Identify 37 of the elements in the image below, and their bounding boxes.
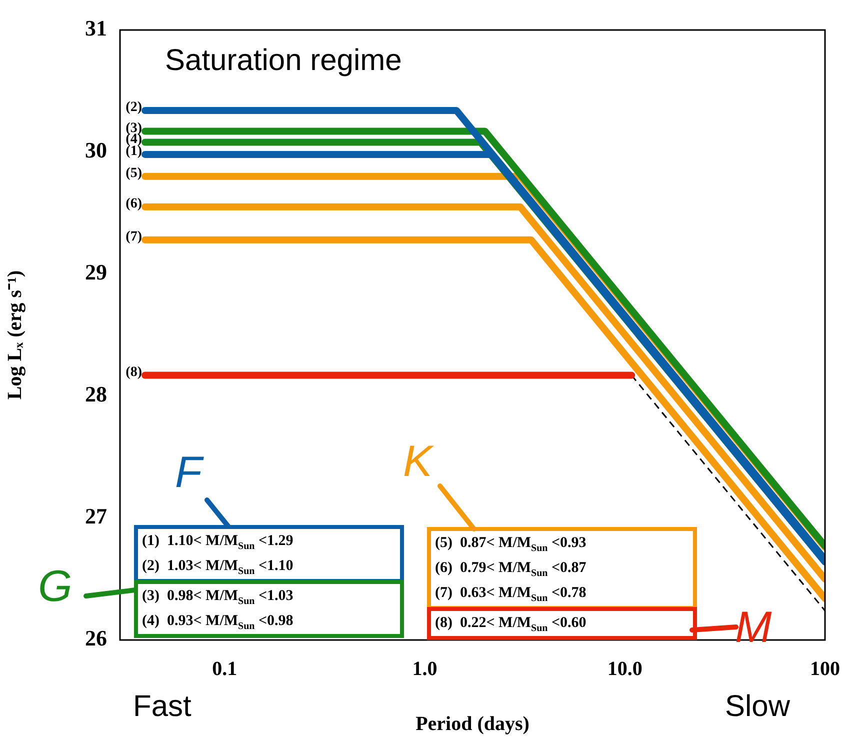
text: Fast (133, 690, 192, 724)
series-label: (2) (126, 100, 142, 116)
annotation: K (403, 437, 432, 487)
y-tick-label: 26 (85, 626, 107, 651)
y-axis-title: Log Lₓ (erg s⁻¹) (4, 270, 26, 400)
y-tick-label: 30 (85, 138, 107, 163)
annotation: (7) 0.63< M/M$_{Sun}$ <0.78 (434, 584, 588, 606)
series-label: (7) (126, 229, 142, 244)
series-label: (1) (126, 144, 142, 160)
series-label: (6) (126, 196, 142, 212)
x-axis-title: Period (days) (416, 713, 530, 736)
annotation: (6) 0.79< M/M$_{Sun}$ <0.87 (434, 559, 588, 581)
text: Slow (725, 690, 790, 724)
annotation: M (735, 603, 772, 653)
annotation: (5) 0.87< M/M$_{Sun}$ <0.93 (434, 534, 588, 556)
annotation: (8) 0.22< M/M$_{Sun}$ <0.60 (434, 614, 588, 636)
annotation: F (175, 448, 202, 498)
x-tick-label: 100 (810, 658, 840, 680)
annotation: (3) 0.98< M/M$_{Sun}$ <1.03 (141, 587, 294, 609)
key-frame: (3) 0.98< M/M$_{Sun}$ <1.03 (4) 0.93< M/M$_{Sun}$ <0.98 (134, 580, 404, 638)
key-frame: (8) 0.22< M/M$_{Sun}$ <0.60 (427, 607, 697, 640)
x-tick-label: 1.0 (412, 658, 438, 680)
series-label: (8) (126, 364, 142, 380)
annotation: Saturation regime (165, 44, 402, 78)
y-tick-label: 31 (85, 16, 107, 41)
x-tick-label: 10.0 (607, 658, 642, 680)
key-frame: (1) 1.10< M/M$_{Sun}$ <1.29 (2) 1.03< M/M$_{Sun}$ <1.10 (134, 525, 404, 583)
x-tick-label: 0.1 (212, 658, 238, 680)
series-label: (5) (126, 166, 142, 182)
annotation: (2) 1.03< M/M$_{Sun}$ <1.10 (141, 557, 294, 579)
key-frame: (5) 0.87< M/M$_{Sun}$ <0.93 (6) 0.79< M/M$_{Sun}$ <0.87 (7) 0.63< M/M$_{Sun}$ <0.78 (427, 527, 697, 610)
annotation: (4) 0.93< M/M$_{Sun}$ <0.98 (141, 612, 294, 634)
y-tick-label: 28 (85, 382, 107, 407)
text: G (38, 562, 72, 612)
y-tick-label: 29 (85, 260, 107, 285)
annotation: (1) 1.10< M/M$_{Sun}$ <1.29 (141, 532, 294, 554)
y-tick-label: 27 (85, 504, 107, 529)
